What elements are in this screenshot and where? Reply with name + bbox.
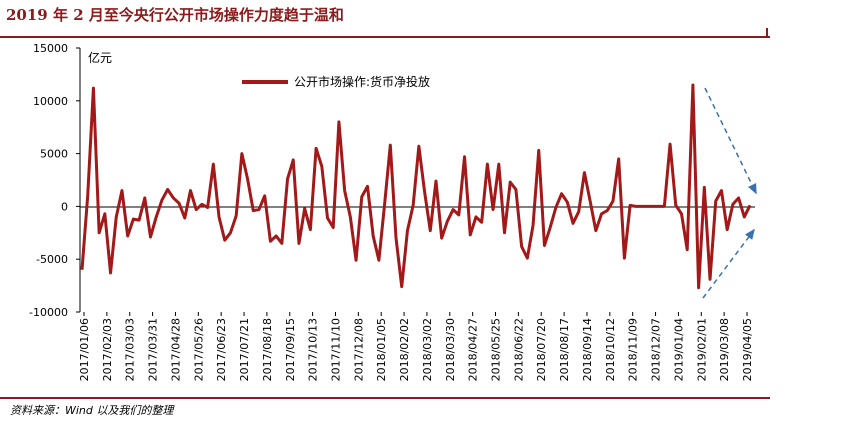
x-tick-label: 2018/06/22 [512,318,525,381]
x-tick-label: 2018/01/05 [375,318,388,381]
x-tick-label: 2017/04/28 [169,318,182,381]
x-tick-label: 2018/11/09 [627,318,640,381]
y-tick-label: -10000 [29,306,68,319]
x-tick-label: 2018/10/12 [604,318,617,381]
x-tick-label: 2019/01/04 [672,318,685,381]
x-tick-label: 2017/07/21 [238,318,251,381]
x-axis-ticks: 2017/01/06 2017/02/03 2017/03/03 2017/03/31… [78,312,754,381]
x-tick-label: 2019/03/08 [718,318,731,381]
x-tick-label: 2017/03/31 [147,318,160,381]
x-tick-label: 2018/12/07 [650,318,663,381]
y-tick-label: 5000 [40,148,68,161]
x-tick-label: 2018/02/02 [398,318,411,381]
y-tick-label: 15000 [33,42,68,55]
x-tick-label: 2017/02/03 [101,318,114,381]
title-divider [0,36,770,38]
y-tick-label: -5000 [36,253,68,266]
source-note: 资料来源：Wind 以及我们的整理 [10,404,174,417]
x-tick-label: 2018/03/30 [444,318,457,381]
x-tick-label: 2017/10/13 [307,318,320,381]
x-tick-label: 2017/03/03 [124,318,137,381]
x-tick-label: 2018/08/17 [558,318,571,381]
y-tick-label: 10000 [33,95,68,108]
x-tick-label: 2017/11/10 [329,318,342,381]
x-tick-label: 2018/04/27 [467,318,480,381]
x-tick-label: 2018/05/25 [490,318,503,381]
page-title: 2019 年 2 月至今央行公开市场操作力度趋于温和 [6,6,344,24]
x-tick-label: 2018/03/02 [421,318,434,381]
x-tick-label: 2019/04/05 [741,318,754,381]
x-tick-label: 2018/07/20 [535,318,548,381]
y-axis-ticks: 15000 10000 5000 0 -5000 -10000 [29,42,80,319]
y-tick-label: 0 [61,200,68,213]
legend-label: 公开市场操作:货币净投放 [294,74,430,89]
legend: 公开市场操作:货币净投放 [242,74,430,89]
title-divider-tick [766,28,768,37]
x-tick-label: 2018/09/14 [581,318,594,381]
y-axis-unit-label: 亿元 [88,50,112,65]
x-tick-label: 2017/12/08 [352,318,365,381]
series-line-net-injection [80,83,752,290]
footer-divider [0,397,770,399]
x-tick-label: 2019/02/01 [695,318,708,381]
x-tick-label: 2017/09/15 [284,318,297,381]
x-tick-label: 2017/01/06 [78,318,91,381]
trend-arrow-down [704,87,757,195]
x-tick-label: 2017/05/26 [192,318,205,381]
x-tick-label: 2017/08/18 [261,318,274,381]
x-tick-label: 2017/06/23 [215,318,228,381]
